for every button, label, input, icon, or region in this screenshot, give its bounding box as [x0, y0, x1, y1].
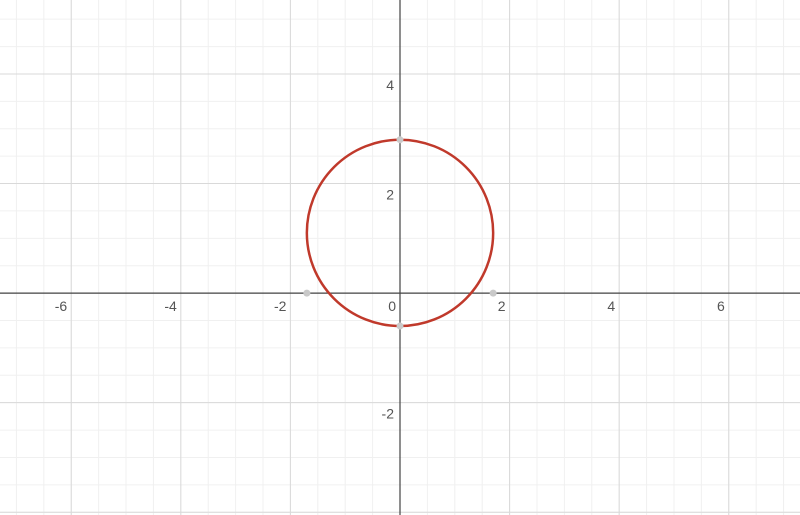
x-tick-label: 0	[388, 298, 396, 314]
x-tick-label: -6	[55, 298, 68, 314]
coordinate-graph[interactable]: -6 -4 -2 0 2 4 6 -2 2 4	[0, 0, 800, 515]
plot-point[interactable]	[303, 290, 310, 297]
plot-point[interactable]	[490, 290, 497, 297]
x-tick-label: -4	[164, 298, 177, 314]
x-tick-label: -2	[274, 298, 287, 314]
y-tick-label: 4	[386, 77, 394, 93]
graph-svg: -6 -4 -2 0 2 4 6 -2 2 4	[0, 0, 800, 515]
x-tick-label: 4	[607, 298, 615, 314]
x-tick-label: 2	[498, 298, 506, 314]
plot-point[interactable]	[397, 136, 404, 143]
y-tick-label: -2	[382, 406, 395, 422]
y-tick-label: 2	[386, 187, 394, 203]
plot-point[interactable]	[397, 322, 404, 329]
x-tick-label: 6	[717, 298, 725, 314]
